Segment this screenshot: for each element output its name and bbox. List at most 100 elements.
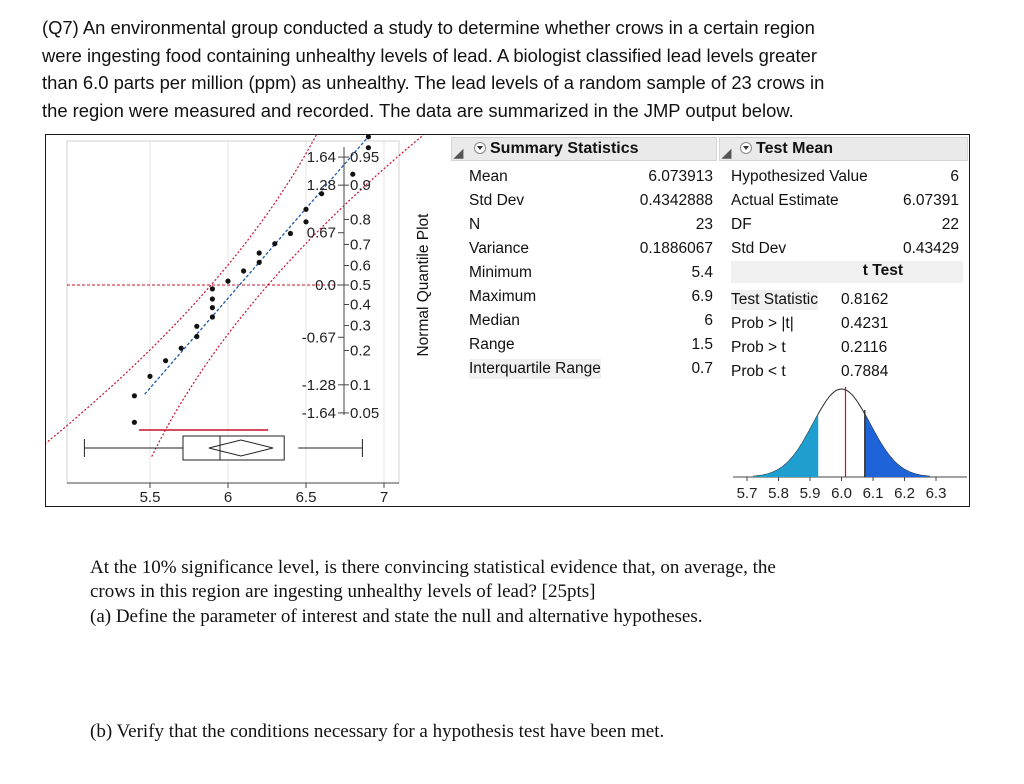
t-test-label: Prob > t bbox=[731, 339, 786, 356]
data-point bbox=[287, 230, 293, 237]
summary-label: Variance bbox=[469, 240, 530, 257]
data-point bbox=[272, 241, 278, 247]
disclosure-triangle-icon[interactable]: ◢ bbox=[454, 146, 464, 160]
summary-value: 0.1886067 bbox=[639, 240, 713, 257]
summary-value: 1.5 bbox=[691, 336, 713, 353]
intro-line: were ingesting food containing unhealthy… bbox=[42, 44, 817, 66]
summary-value: 23 bbox=[695, 216, 713, 233]
task-line: crows in this region are ingesting unhea… bbox=[90, 581, 596, 602]
test-mean-label: Hypothesized Value bbox=[731, 168, 868, 185]
x-tick-label: 7 bbox=[380, 489, 388, 506]
grid-vertical bbox=[149, 141, 385, 483]
data-point bbox=[131, 419, 137, 425]
test-mean-header[interactable]: ◢ Test Mean bbox=[719, 137, 968, 161]
quantile-axis-title: Normal Quantile Plot bbox=[415, 213, 432, 357]
confidence-band-right bbox=[151, 135, 425, 457]
summary-label: Range bbox=[469, 336, 515, 353]
z-tick-label: 1.64 bbox=[307, 149, 336, 166]
p-tick-label: 0.8 bbox=[350, 211, 371, 228]
test-mean-value: 6 bbox=[950, 168, 959, 185]
test-mean-label: Actual Estimate bbox=[731, 192, 839, 209]
t-tick-label: 6.3 bbox=[926, 485, 947, 502]
t-tick-label: 6.1 bbox=[863, 485, 884, 502]
data-point bbox=[178, 345, 184, 351]
mean-diamond bbox=[208, 439, 274, 457]
summary-label: Median bbox=[469, 312, 520, 329]
t-tick-label: 5.7 bbox=[737, 485, 758, 502]
data-point bbox=[163, 358, 169, 364]
data-point bbox=[365, 135, 371, 140]
z-tick-label: 0.0 bbox=[315, 277, 336, 294]
data-point bbox=[241, 268, 247, 274]
summary-label: Maximum bbox=[469, 288, 537, 305]
t-tick-label: 6.0 bbox=[831, 485, 852, 502]
p-tick-label: 0.3 bbox=[350, 318, 371, 335]
z-tick-label: -1.64 bbox=[302, 405, 336, 422]
intro-line: (Q7) An environmental group conducted a … bbox=[42, 17, 815, 38]
intro-line: than 6.0 parts per million (ppm) as unhe… bbox=[42, 72, 825, 94]
t-lower-tail bbox=[753, 413, 819, 477]
x-tick-label: 5.5 bbox=[140, 489, 161, 506]
data-point bbox=[209, 305, 215, 311]
t-ticks: 5.7 5.8 5.9 6.0 6.1 6.2 6.3 bbox=[737, 477, 947, 502]
x-ticks: 5.5 6 6.5 7 bbox=[140, 483, 388, 506]
p-tick-label: 0.7 bbox=[350, 236, 371, 253]
task-line: At the 10% significance level, is there … bbox=[90, 557, 776, 578]
t-test-header: t Test bbox=[731, 261, 963, 283]
normal-quantile-pane: 1.64 1.28 0.67 0.0 -0.67 -1.28 -1.64 0.95 0.9 0.… bbox=[46, 135, 486, 507]
disclosure-triangle-icon[interactable]: ◢ bbox=[722, 146, 732, 160]
t-test-label: Prob > |t| bbox=[731, 315, 794, 332]
t-density-curve bbox=[753, 388, 930, 477]
summary-value: 6.9 bbox=[691, 288, 713, 305]
t-tick-label: 5.8 bbox=[768, 485, 789, 502]
data-point bbox=[303, 219, 309, 225]
test-mean-value: 0.43429 bbox=[902, 240, 959, 257]
test-mean-value: 22 bbox=[941, 216, 959, 233]
data-point bbox=[350, 171, 356, 177]
summary-value: 5.4 bbox=[691, 264, 713, 281]
data-point bbox=[225, 278, 231, 284]
iqr-box bbox=[182, 435, 285, 461]
data-point bbox=[209, 296, 215, 302]
data-point bbox=[194, 323, 200, 329]
test-mean-title: Test Mean bbox=[756, 140, 834, 157]
summary-value: 6 bbox=[704, 312, 713, 329]
jmp-output: 1.64 1.28 0.67 0.0 -0.67 -1.28 -1.64 0.95 0.9 0.… bbox=[45, 134, 970, 507]
data-point bbox=[303, 206, 309, 212]
t-distribution-plot: 5.7 5.8 5.9 6.0 6.1 6.2 6.3 bbox=[733, 387, 967, 502]
summary-statistics-title: Summary Statistics bbox=[490, 140, 639, 157]
p-tick-label: 0.95 bbox=[350, 149, 379, 166]
test-mean-label: DF bbox=[731, 216, 752, 233]
reference-line bbox=[144, 136, 369, 395]
p-tick-label: 0.1 bbox=[350, 377, 371, 394]
t-test-label: Prob < t bbox=[731, 363, 786, 380]
data-point bbox=[131, 393, 137, 399]
t-test-value: 0.8162 bbox=[841, 291, 889, 308]
p-tick-label: 0.2 bbox=[350, 343, 371, 360]
question-intro: (Q7) An environmental group conducted a … bbox=[42, 14, 942, 124]
red-triangle-menu-icon[interactable] bbox=[474, 142, 486, 154]
summary-label: Mean bbox=[469, 168, 508, 185]
z-tick-label: 1.28 bbox=[307, 177, 336, 194]
data-point bbox=[209, 314, 215, 320]
part-a: (a) Define the parameter of interest and… bbox=[90, 606, 703, 627]
summary-statistics-header[interactable]: ◢ Summary Statistics bbox=[451, 137, 717, 161]
data-points bbox=[131, 135, 371, 425]
data-point bbox=[147, 373, 153, 379]
test-mean-label: Std Dev bbox=[731, 240, 787, 257]
intro-line: the region were measured and recorded. T… bbox=[42, 99, 794, 121]
red-triangle-menu-icon[interactable] bbox=[740, 142, 752, 154]
normal-quantile-plot: 1.641.280.670.0-0.67-1.28-1.64 0.950.90.… bbox=[46, 135, 432, 506]
t-test-label: Test Statistic bbox=[731, 290, 818, 310]
box-plot bbox=[83, 429, 363, 461]
t-test-value: 0.4231 bbox=[841, 315, 889, 332]
summary-label: Minimum bbox=[469, 264, 532, 281]
p-tick-label: 0.6 bbox=[350, 258, 371, 275]
summary-statistics: ◢ Summary Statistics Mean 6.073913 Std Dev… bbox=[451, 135, 717, 395]
z-tick-labels: 1.64 1.28 0.67 0.0 -0.67 -1.28 -1.64 bbox=[302, 149, 336, 422]
part-b: (b) Verify that the conditions necessary… bbox=[90, 721, 665, 742]
t-tick-label: 6.2 bbox=[894, 485, 915, 502]
z-tick-label: -0.67 bbox=[302, 329, 336, 346]
p-tick-label: 0.9 bbox=[350, 177, 371, 194]
test-mean: ◢ Test Mean Hypothesized Value 6 Actual Es… bbox=[719, 135, 969, 507]
